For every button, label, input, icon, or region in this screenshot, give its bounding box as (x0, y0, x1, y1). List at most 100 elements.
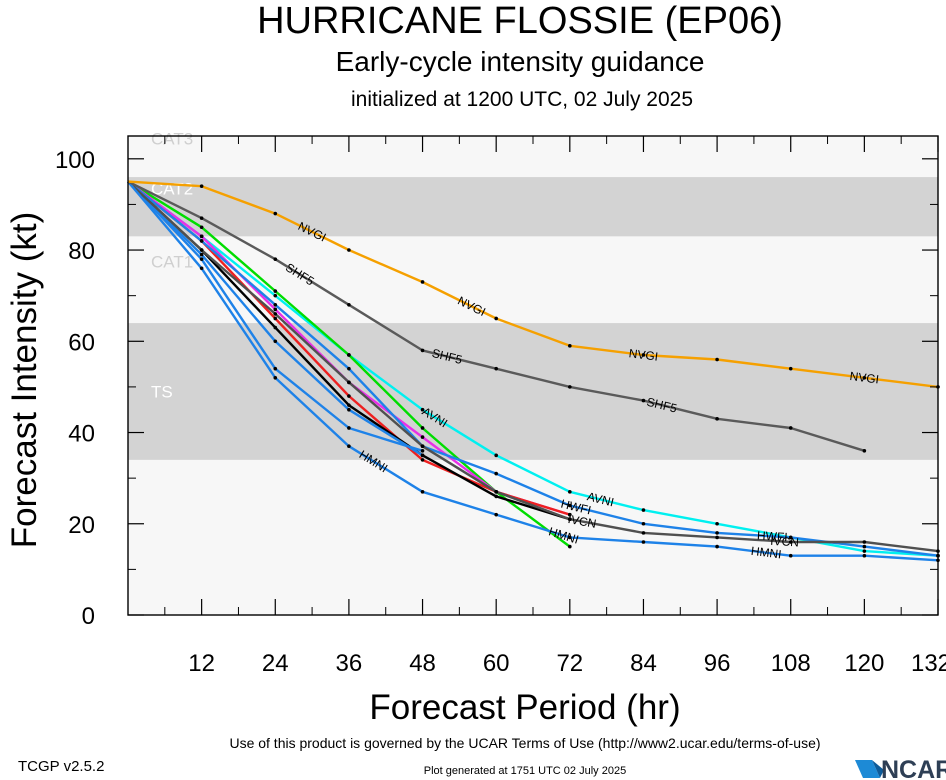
data-point-ivcn (862, 540, 867, 544)
data-point-hwfi (494, 471, 498, 476)
chart-init-line: initialized at 1200 UTC, 02 July 2025 (351, 88, 693, 111)
y-tick-label: 100 (55, 147, 95, 174)
series-label-nvgi: NVGI (849, 369, 880, 387)
data-point-hwfi (273, 339, 278, 344)
data-point-ship (199, 225, 204, 230)
data-point-ivcn (568, 517, 572, 521)
data-point-avni (862, 549, 867, 553)
data-point-hwfi (420, 453, 425, 458)
data-point-avni (568, 490, 572, 494)
data-point-ship (273, 289, 278, 293)
data-point-nvgi (862, 375, 867, 380)
band-cat2 (128, 177, 938, 237)
y-tick-label: 0 (82, 603, 95, 630)
data-point-avni (420, 407, 425, 412)
data-point-hmni (347, 426, 351, 430)
axis-ticks (128, 136, 939, 616)
data-point-hmni (347, 444, 351, 449)
ncar-logo: NCAR (855, 756, 946, 780)
data-point-shf5 (568, 385, 572, 389)
intensity-bands (128, 136, 938, 615)
y-axis-label: Forecast Intensity (kt) (5, 212, 44, 548)
x-tick-label: 48 (409, 650, 436, 677)
terms-of-use-text: Use of this product is governed by the U… (229, 735, 820, 751)
generated-text: Plot generated at 1751 UTC 02 July 2025 (424, 765, 626, 777)
data-point-shf5 (715, 417, 719, 421)
data-point-shf5 (641, 398, 646, 403)
data-point-shf5 (199, 216, 204, 220)
data-point-lgem (273, 307, 278, 312)
data-point-hmni (420, 490, 425, 494)
series-label-avni: AVNI (586, 489, 616, 509)
data-point-nvgi (420, 280, 425, 284)
axis-tick-labels: 12 24 36 48 60 72 84 96 108 120 132 0 20 40 60 80 100 (55, 147, 946, 677)
data-point-nvgi (715, 357, 719, 362)
y-tick-label: 80 (68, 238, 95, 265)
x-tick-label: 132 (911, 650, 946, 677)
data-point-dshp (273, 316, 278, 321)
data-point-nvgi (273, 211, 278, 216)
series-line-hwfi (127, 180, 939, 557)
band-label-cat3: CAT3 (151, 129, 193, 148)
data-point-dshp (347, 394, 351, 398)
band-label-ts: TS (151, 382, 173, 401)
data-point-hwfi (715, 531, 719, 535)
ncar-logo-mark (855, 760, 880, 778)
data-point-hmni (199, 266, 204, 271)
data-point-lgem (420, 435, 425, 439)
y-tick-label: 60 (68, 329, 95, 356)
series-line-ivcn (127, 180, 939, 553)
data-point-lgem (199, 234, 204, 239)
data-point-ship (568, 544, 572, 549)
data-point-ivcn (715, 535, 719, 540)
x-axis-label: Forecast Period (hr) (369, 688, 680, 727)
data-point-shf5 (862, 448, 867, 453)
band-label-cat1: CAT1 (151, 252, 193, 271)
data-point-nvgi (568, 344, 572, 348)
data-point-avni (273, 293, 278, 298)
data-point-hmni (568, 535, 572, 540)
data-point-ivcn (347, 380, 351, 385)
data-point-nvgi (199, 184, 204, 188)
x-tick-label: 36 (336, 650, 363, 677)
y-tick-label: 20 (68, 512, 95, 539)
data-point-nvgi (494, 316, 498, 321)
data-point-hmni (273, 375, 278, 380)
data-point-avni (641, 508, 646, 512)
data-point-hmni (862, 553, 867, 558)
series-line-hmni (127, 180, 939, 562)
data-point-hwfi (347, 366, 351, 371)
series-label-ivcn: IVCN (567, 512, 598, 531)
x-tick-label: 96 (704, 650, 731, 677)
band-below-ts (128, 459, 938, 615)
data-point-hwfi (199, 239, 204, 243)
ncar-logo-text: NCAR (881, 756, 946, 780)
x-tick-label: 24 (262, 650, 289, 677)
data-point-hwfi (568, 503, 572, 508)
data-point-ivcn (788, 540, 793, 544)
data-point-ofcl (494, 494, 498, 499)
series-label-ivcn: IVCN (770, 534, 799, 550)
data-point-ivcn (273, 312, 278, 316)
data-point-ofcl (273, 325, 278, 330)
x-tick-label: 108 (771, 650, 811, 677)
data-point-hmni (641, 540, 646, 544)
series-points (199, 184, 940, 563)
band-ts (128, 323, 938, 460)
data-point-shf5 (347, 302, 351, 307)
data-point-hwfi (862, 544, 867, 549)
ncar-logo-mark-shadow (872, 760, 884, 778)
x-tick-label: 60 (483, 650, 510, 677)
data-point-hwfi (347, 407, 351, 412)
x-tick-label: 120 (844, 650, 884, 677)
x-tick-label: 84 (630, 650, 657, 677)
data-point-hwfi (788, 535, 793, 540)
data-point-shf5 (494, 366, 498, 371)
data-point-dshp (420, 458, 425, 462)
data-point-nvgi (641, 353, 646, 357)
data-point-ship (420, 426, 425, 430)
data-point-hmni (788, 553, 793, 558)
series-line-nvgi (127, 180, 939, 389)
data-point-ivcn (641, 531, 646, 535)
